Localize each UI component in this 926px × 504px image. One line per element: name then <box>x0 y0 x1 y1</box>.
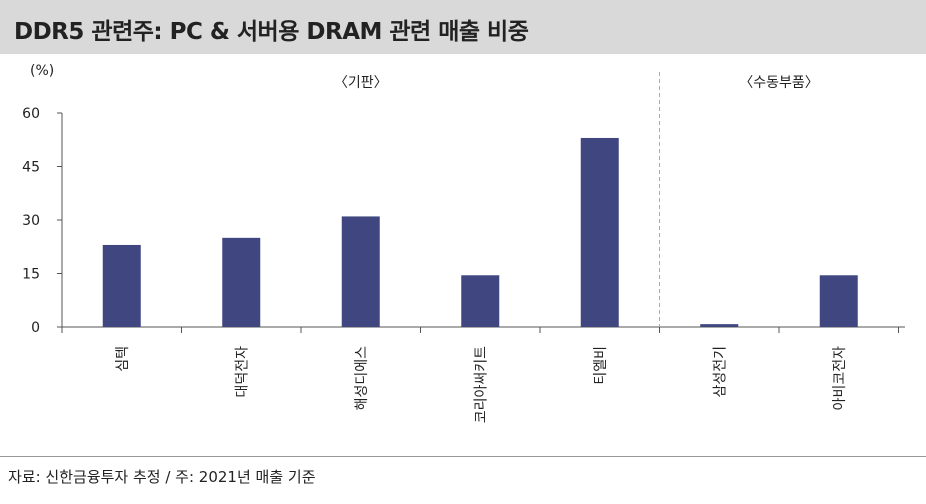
y-tick-label: 60 <box>22 106 40 122</box>
bar <box>461 275 500 327</box>
y-tick-label: 45 <box>22 160 40 176</box>
footer-divider <box>0 456 926 457</box>
bar <box>341 216 380 327</box>
x-category-label: 코리아써키트 <box>473 346 489 423</box>
y-tick-label: 0 <box>31 320 40 336</box>
y-tick-label: 30 <box>22 213 40 229</box>
bar-chart: 0 15 30 45 60 〈기판〉 〈수동부품〉 심텍 대덕전자 해성디에스 코리아써키트 티엘비 삼… <box>22 72 905 423</box>
x-category-label: 아비코전자 <box>832 346 848 411</box>
source-note: 자료: 신한금융투자 추정 / 주: 2021년 매출 기준 <box>8 468 316 486</box>
x-category-label: 삼성전기 <box>712 346 728 398</box>
x-category-label: 해성디에스 <box>354 346 370 411</box>
bar <box>102 244 141 327</box>
y-axis-unit-label: (%) <box>30 63 55 79</box>
x-category-label: 대덕전자 <box>234 346 250 398</box>
bar <box>819 275 858 327</box>
bar <box>580 137 619 327</box>
bar <box>700 324 739 327</box>
chart-title: DDR5 관련주: PC & 서버용 DRAM 관련 매출 비중 <box>14 19 529 45</box>
x-category-label: 심텍 <box>115 346 131 372</box>
group-label: 〈수동부품〉 <box>739 75 819 91</box>
group-label: 〈기판〉 <box>334 75 388 91</box>
bar <box>222 237 261 327</box>
y-tick-label: 15 <box>22 267 40 283</box>
x-category-label: 티엘비 <box>593 346 609 385</box>
title-bar: DDR5 관련주: PC & 서버용 DRAM 관련 매출 비중 <box>0 0 926 54</box>
